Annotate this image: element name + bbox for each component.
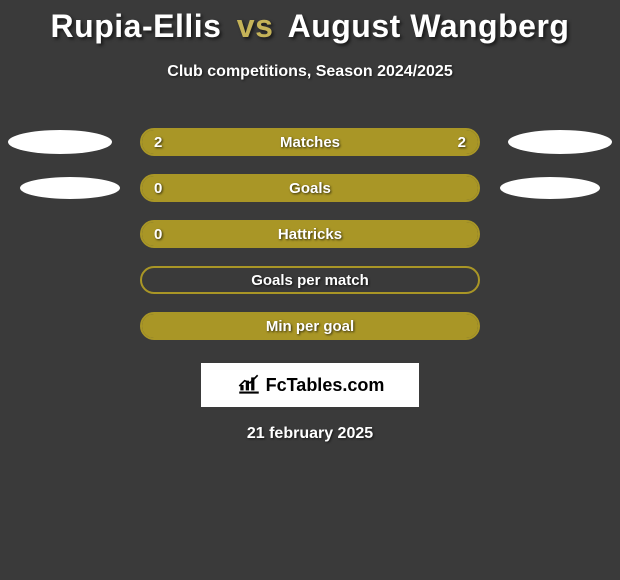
stat-row: 0 Hattricks — [0, 211, 620, 257]
stat-value-right: 2 — [458, 134, 466, 151]
stats-container: 2 2 Matches 0 Goals 0 Hattricks Goals per match… — [0, 119, 620, 349]
ellipse-right — [508, 130, 612, 154]
stat-label: Goals — [289, 180, 331, 197]
player1-name: Rupia-Ellis — [51, 8, 222, 44]
stat-bar: 0 Goals — [140, 174, 480, 202]
stat-row: Goals per match — [0, 257, 620, 303]
fctables-logo: FcTables.com — [236, 372, 385, 398]
ellipse-right — [500, 177, 600, 199]
ellipse-left — [20, 177, 120, 199]
player2-name: August Wangberg — [288, 8, 570, 44]
stat-row: 2 2 Matches — [0, 119, 620, 165]
vs-text: vs — [237, 8, 274, 44]
stat-row: Min per goal — [0, 303, 620, 349]
stat-label: Hattricks — [278, 226, 342, 243]
logo-box: FcTables.com — [201, 363, 419, 407]
stat-label: Min per goal — [266, 318, 354, 335]
stat-label: Goals per match — [251, 272, 369, 289]
stat-bar: 2 2 Matches — [140, 128, 480, 156]
stat-value-left: 0 — [154, 226, 162, 243]
stat-value-left: 2 — [154, 134, 162, 151]
stat-row: 0 Goals — [0, 165, 620, 211]
stat-bar: Goals per match — [140, 266, 480, 294]
ellipse-left — [8, 130, 112, 154]
date: 21 february 2025 — [0, 425, 620, 443]
stat-label: Matches — [280, 134, 340, 151]
title: Rupia-Ellis vs August Wangberg — [0, 0, 620, 45]
stat-bar: Min per goal — [140, 312, 480, 340]
stat-bar: 0 Hattricks — [140, 220, 480, 248]
chart-icon — [236, 372, 262, 398]
logo-text: FcTables.com — [266, 375, 385, 396]
subtitle: Club competitions, Season 2024/2025 — [0, 63, 620, 81]
stat-value-left: 0 — [154, 180, 162, 197]
